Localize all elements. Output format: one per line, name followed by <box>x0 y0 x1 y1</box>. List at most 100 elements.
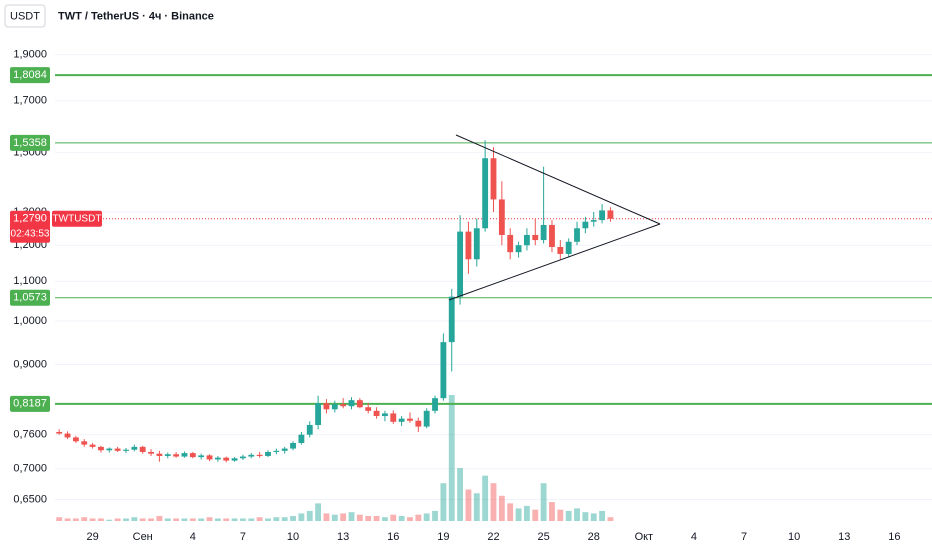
candle-body <box>164 454 171 456</box>
volume-bar <box>173 518 180 521</box>
level-tag <box>10 395 50 412</box>
volume-bar <box>599 510 606 521</box>
candle-body <box>415 420 422 427</box>
level-label: 1,5358 <box>13 137 47 149</box>
volume-bar <box>164 518 171 521</box>
candle-body <box>482 158 489 229</box>
candle-body <box>64 433 71 438</box>
candle-layer <box>56 140 614 463</box>
candle-body <box>214 457 221 460</box>
volume-bar <box>340 513 347 521</box>
trend-line <box>448 223 661 301</box>
x-tick-label: 13 <box>838 531 850 543</box>
candle-body <box>432 398 438 411</box>
volume-bar <box>156 515 163 521</box>
candle-body <box>381 413 388 417</box>
candle-body <box>423 410 430 427</box>
candle-body <box>465 231 472 260</box>
volume-bar <box>582 512 589 521</box>
volume-bar <box>373 515 380 521</box>
level-tag <box>10 67 50 84</box>
volume-bar <box>331 514 338 521</box>
candle-body <box>89 444 96 447</box>
chart-title: TWT / TetherUS · 4ч · Binance <box>58 10 214 22</box>
x-tick-label: 22 <box>487 531 499 543</box>
candle-body <box>549 224 555 247</box>
candle-body <box>599 210 606 221</box>
candle-body <box>473 228 480 260</box>
volume-bar <box>273 517 280 521</box>
candle-body <box>198 455 205 458</box>
price-tag <box>10 210 50 243</box>
volume-bar <box>607 517 614 521</box>
currency[interactable]: USDT <box>10 10 40 22</box>
volume-bar <box>223 518 230 521</box>
candle-body <box>490 158 497 200</box>
volume-bar <box>465 489 472 521</box>
volume-bar <box>574 508 580 521</box>
price-label: 1,2790 <box>13 213 47 225</box>
candle-body <box>440 342 447 399</box>
candle-body <box>256 454 263 456</box>
x-tick-label: 7 <box>240 531 246 543</box>
candle-body <box>206 455 213 460</box>
candle-body <box>323 403 330 410</box>
volume-bar <box>557 509 564 521</box>
candle-body <box>607 210 614 219</box>
volume-bar <box>523 505 530 521</box>
volume-bar <box>448 395 455 521</box>
volume-bar <box>198 518 205 521</box>
volume-bar <box>114 518 121 521</box>
x-tick-label: 13 <box>337 531 349 543</box>
candle-body <box>523 234 530 246</box>
x-tick-label: 10 <box>287 531 299 543</box>
countdown: 02:43:53 <box>11 228 50 239</box>
candle-body <box>290 442 296 449</box>
level-label: 0,8187 <box>13 398 47 410</box>
volume-bar <box>298 513 305 521</box>
candle-body <box>590 220 597 222</box>
volume-bar <box>323 513 330 521</box>
y-tick-label: 0,6500 <box>13 493 47 505</box>
volume-bar <box>590 513 597 521</box>
x-tick-label: 29 <box>86 531 98 543</box>
volume-bar <box>540 483 547 521</box>
volume-bar <box>240 518 246 521</box>
candle-body <box>173 454 180 457</box>
x-tick-label: 28 <box>588 531 600 543</box>
volume-bar <box>390 514 397 521</box>
level-layer <box>55 74 932 405</box>
axis-layer: 1,90001,70001,50001,30001,20001,10001,00… <box>13 48 900 542</box>
volume-bar <box>440 483 447 521</box>
level-tag <box>10 289 50 306</box>
volume-bar <box>214 518 221 521</box>
volume-bar <box>381 517 388 521</box>
candle-body <box>448 296 455 343</box>
candle-body <box>139 446 146 452</box>
volume-bar <box>515 508 522 521</box>
currency-box[interactable] <box>4 4 46 28</box>
volume-bar <box>306 510 313 521</box>
triangle-drawing <box>448 134 661 301</box>
candle-body <box>189 453 196 458</box>
candle-body <box>81 441 88 445</box>
volume-bar <box>256 517 263 521</box>
candle-body <box>540 224 547 241</box>
candle-body <box>365 407 372 411</box>
candle-body <box>515 245 522 253</box>
volume-bar <box>81 517 88 521</box>
volume-bar <box>64 518 71 521</box>
volume-bar <box>315 503 322 521</box>
volume-bar <box>123 518 129 521</box>
candle-body <box>331 404 338 410</box>
x-tick-label: Окт <box>635 531 654 543</box>
y-tick-label: 0,9000 <box>13 358 47 370</box>
candle-body <box>181 453 188 457</box>
candle-body <box>114 448 121 451</box>
volume-bar <box>532 509 539 521</box>
x-tick-label: 4 <box>691 531 697 543</box>
candle-body <box>398 418 405 422</box>
